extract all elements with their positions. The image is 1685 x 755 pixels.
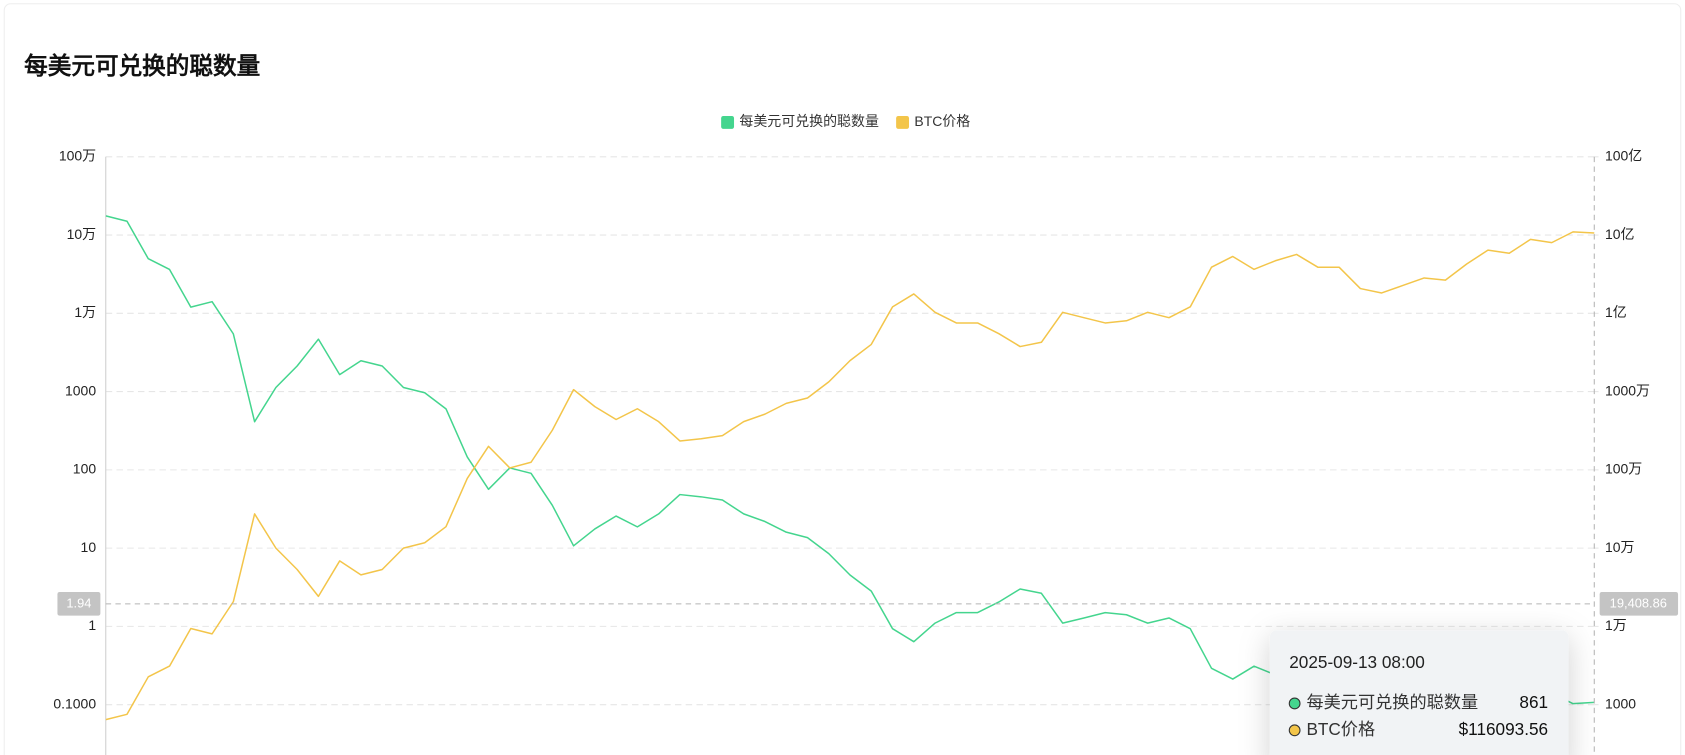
legend: 每美元可兑换的聪数量 BTC价格	[721, 113, 970, 129]
y-tick-label: 100万	[59, 147, 96, 163]
y2-tick-label: 1万	[1605, 617, 1627, 633]
y2-tick-label: 100万	[1605, 461, 1642, 477]
tooltip-box	[1269, 630, 1569, 755]
y-tick-label: 100	[73, 461, 97, 477]
y-tick-label: 1万	[74, 304, 96, 320]
crosshair-label-bg	[57, 592, 101, 616]
y2-tick-label: 10亿	[1605, 226, 1635, 242]
overlay: 1.94 19,408.86 2025-09-13 08:00 每美元可兑换的聪数量 8…	[57, 156, 1679, 755]
y-tick-label: 10万	[67, 226, 97, 242]
y-tick-label: 1	[88, 617, 96, 633]
series-line	[105, 231, 1595, 721]
tooltip-value: 861	[1519, 692, 1548, 712]
crosshair-label-bg	[1599, 592, 1679, 616]
y2-tick-label: 1亿	[1605, 304, 1627, 320]
y2-tick-label: 1000	[1605, 695, 1636, 711]
legend-label: 每美元可兑换的聪数量	[739, 113, 879, 129]
y-tick-label: 10	[81, 539, 97, 555]
y2-tick-label: 10万	[1605, 539, 1635, 555]
tooltip-title: 2025-09-13 08:00	[1289, 652, 1425, 672]
legend-swatch	[896, 115, 910, 129]
card	[3, 3, 1682, 755]
chart-title: 每美元可兑换的聪数量	[24, 52, 260, 80]
y2-tick-label: 1000万	[1605, 382, 1650, 398]
legend-swatch	[721, 115, 735, 129]
tooltip-dot	[1288, 724, 1301, 737]
crosshair-label: 19,408.86	[1610, 595, 1667, 610]
tooltip-label: BTC价格	[1306, 719, 1375, 739]
tooltip-label: 每美元可兑换的聪数量	[1306, 692, 1478, 712]
tooltip-dot	[1288, 697, 1301, 710]
tooltip-value: $116093.56	[1459, 719, 1548, 739]
y-tick-label: 0.1000	[53, 695, 96, 711]
y-tick-label: 1000	[65, 382, 96, 398]
y2-tick-label: 100亿	[1605, 147, 1642, 163]
crosshair-label: 1.94	[66, 595, 91, 610]
legend-label: BTC价格	[914, 113, 970, 129]
